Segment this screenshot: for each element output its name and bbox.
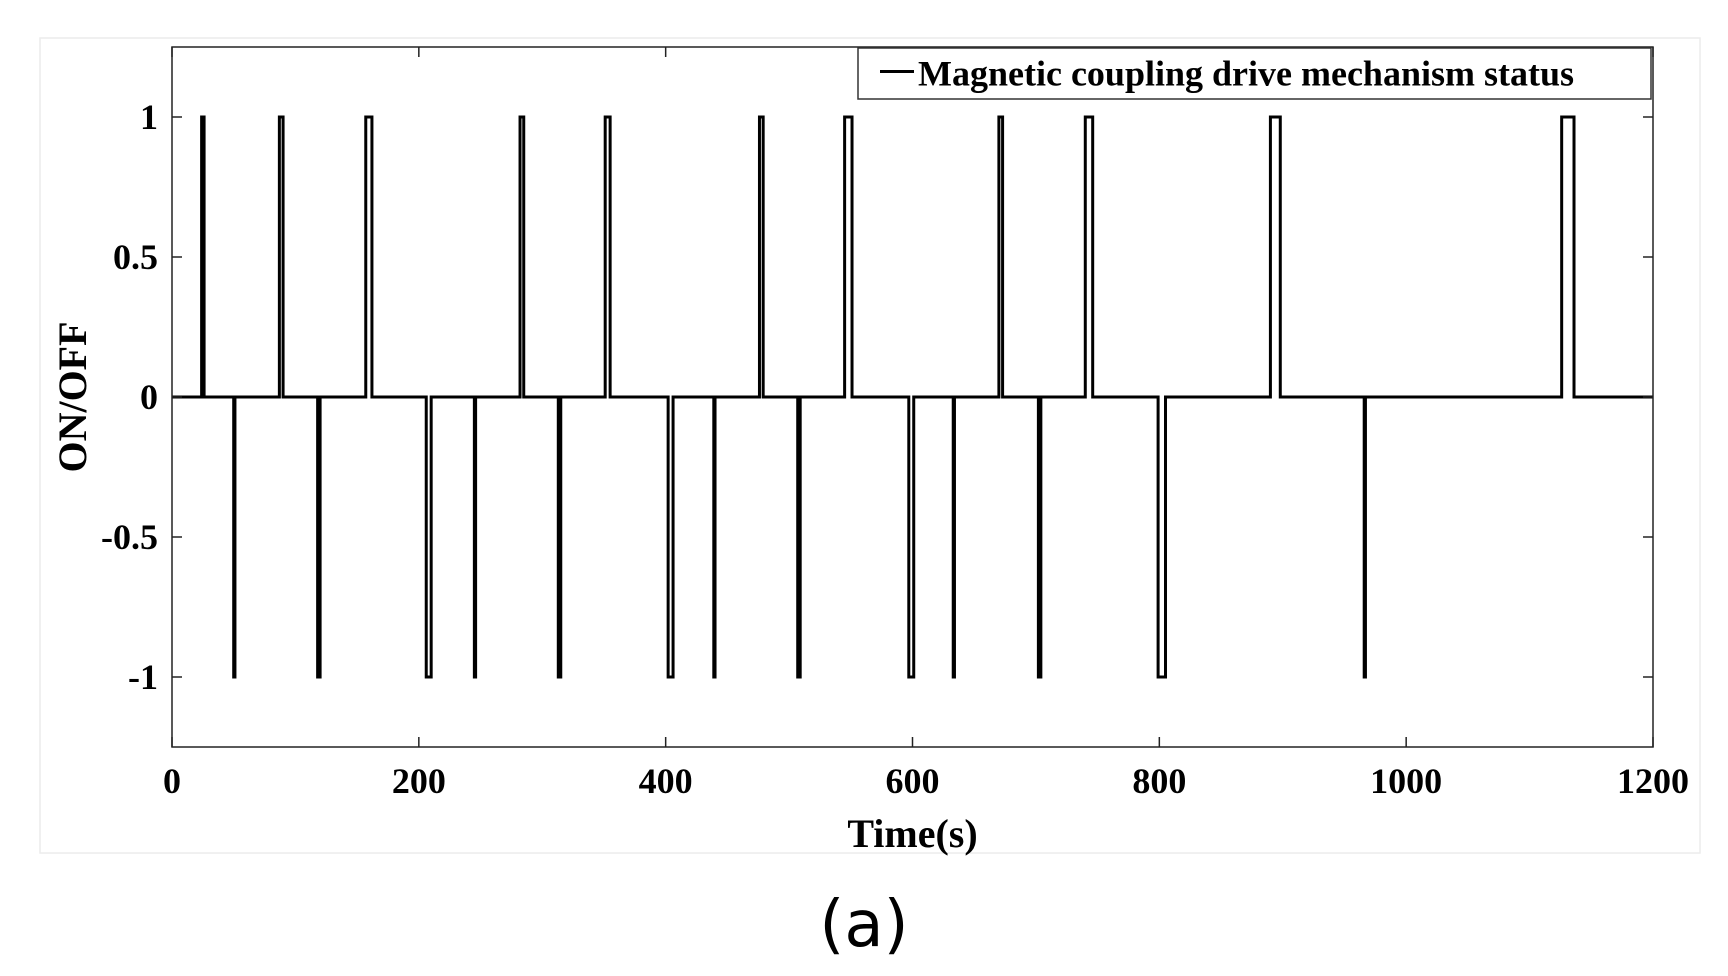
figure-frame [39,37,1701,854]
series-layer [172,115,1653,679]
legend: Magnetic coupling drive mechanism status [857,47,1652,100]
x-axis-label: Time(s) [847,811,977,856]
figure-background [39,37,1701,854]
y-tick-label: 0.5 [113,237,158,277]
y-tick-label: -1 [128,657,158,697]
x-tick-label: 1200 [1617,761,1689,801]
y-tick-label: 0 [140,377,158,417]
x-tick-label: 1000 [1370,761,1442,801]
legend-box [857,47,1652,100]
panel-label: (a) [819,888,908,962]
y-tick-label: 1 [140,97,158,137]
y-tick-label: -0.5 [101,517,158,557]
x-tick-label: 800 [1132,761,1186,801]
x-tick-label: 200 [392,761,446,801]
x-tick-label: 0 [163,761,181,801]
axes: 0 200 400 600 800 1000 1200 1 0.5 0 -0.5 -1 [101,46,1689,801]
x-tick-label: 400 [639,761,693,801]
x-tick-label: 600 [886,761,940,801]
series-line [172,115,1653,679]
legend-label: Magnetic coupling drive mechanism status [918,54,1574,94]
y-axis-label: ON/OFF [50,321,95,472]
